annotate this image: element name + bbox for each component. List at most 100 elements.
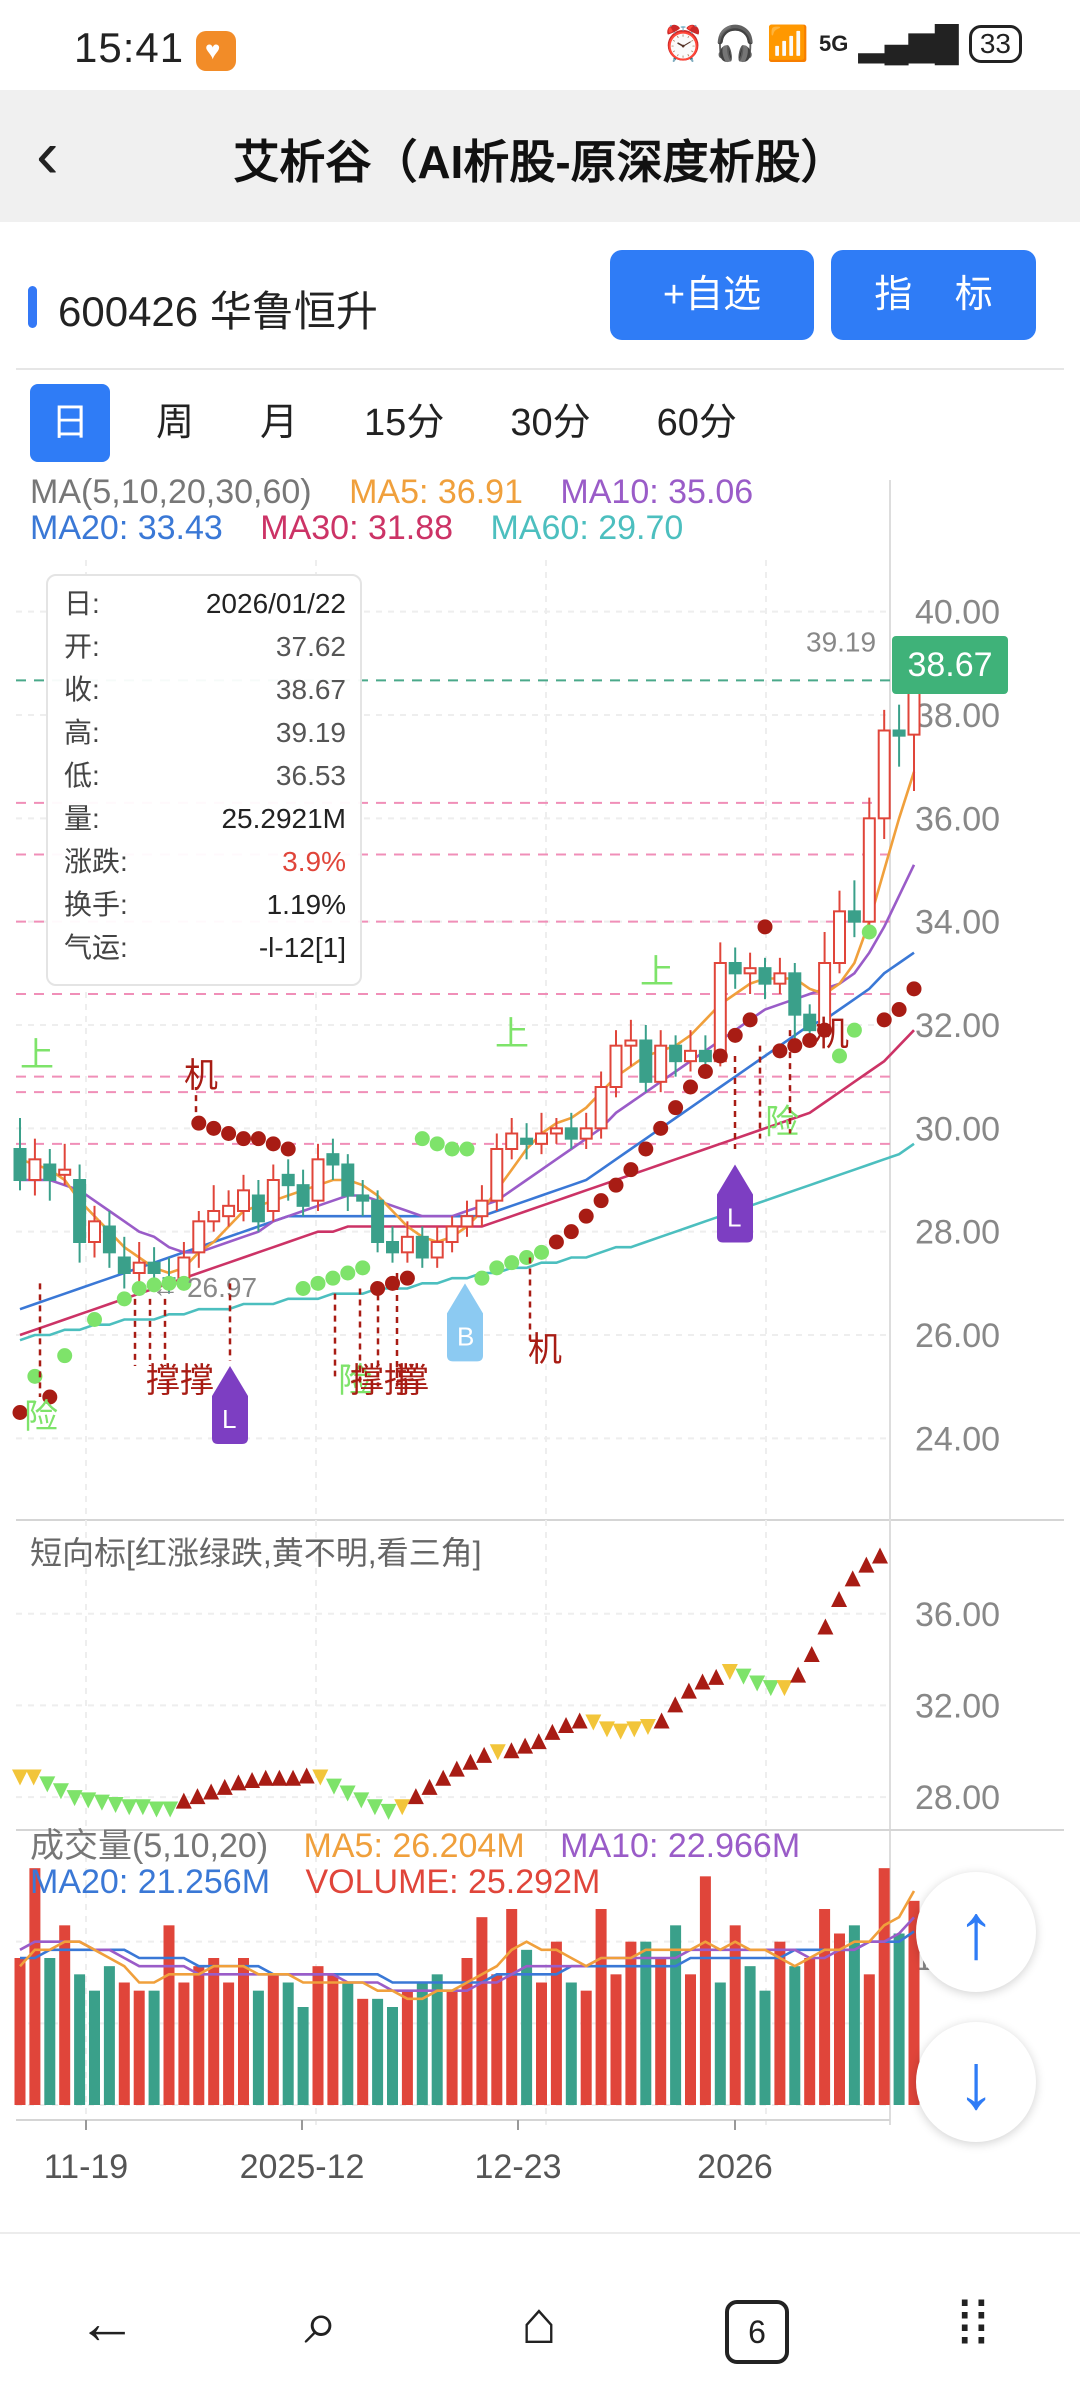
indicator-triangle	[216, 1778, 233, 1795]
signal-label: 上	[495, 1016, 529, 1054]
stock-name: 600426 华鲁恒升	[58, 288, 378, 335]
sar-dot-green	[325, 1270, 341, 1286]
indicator-triangle	[790, 1666, 807, 1683]
indicator-title: 短向标[红涨绿跌,黄不明,看三角]	[30, 1535, 482, 1571]
sar-dot-red	[712, 1048, 728, 1064]
candle	[847, 910, 861, 923]
candle	[564, 1127, 578, 1140]
volume-bar	[148, 1990, 160, 2105]
sar-dot-red	[399, 1270, 415, 1286]
signal-label: 撑撑	[146, 1362, 214, 1400]
indicator-triangle	[162, 1801, 179, 1818]
tab-30min[interactable]: 30分	[510, 402, 591, 444]
volume-bar	[878, 1868, 890, 2105]
alarm-icon: ⏰	[661, 25, 705, 63]
sar-dot-red	[608, 1177, 624, 1193]
candle	[475, 1199, 489, 1218]
candle	[803, 1013, 817, 1032]
nav-tabs-button[interactable]: 6	[712, 2278, 802, 2368]
sar-dot-green	[176, 1275, 192, 1291]
sar-dot-green	[87, 1312, 102, 1327]
status-time: 15:41	[74, 24, 185, 71]
indicator-triangle	[12, 1769, 28, 1786]
sar-dot-green	[340, 1265, 356, 1281]
back-button[interactable]: ‹	[36, 116, 59, 192]
sar-dot-red	[757, 919, 773, 935]
candle	[520, 1137, 534, 1145]
sar-dot-red	[206, 1120, 222, 1136]
volume-bar	[476, 1917, 488, 2105]
volume-bar	[685, 1974, 696, 2105]
info-row: 开: 37.62	[64, 627, 346, 667]
candle-info-box: 日: 2026/01/22 开: 37.62 收: 38.67 高: 39.19 低: 3…	[46, 574, 362, 986]
volume-bar	[133, 1990, 145, 2105]
sar-dot-red	[906, 981, 922, 997]
info-key: 涨跌:	[64, 846, 128, 877]
volume-bar	[908, 1900, 920, 2105]
indicator-triangle	[325, 1778, 342, 1795]
stock-header: 600426 华鲁恒升 +自选 指 标	[0, 250, 1080, 370]
info-value: 3.9%	[282, 846, 346, 877]
indicator-triangle	[366, 1799, 383, 1816]
kline-chart[interactable]: 40.00 38.00 36.00 34.00 32.00 30.00 28.00 26.00…	[0, 470, 1080, 2190]
indicator-button[interactable]: 指 标	[831, 250, 1036, 340]
nav-menu-button[interactable]: ⁞⁞	[956, 2289, 990, 2356]
indicator-triangle	[612, 1723, 629, 1740]
sar-dot-red	[668, 1100, 684, 1116]
info-value: 37.62	[275, 631, 346, 662]
indicator-triangle	[39, 1776, 56, 1793]
network-type: 5G	[819, 31, 849, 56]
ma20-value: MA20: 33.43	[30, 509, 223, 547]
signal-label: 险	[24, 1398, 58, 1436]
indicator-triangle	[134, 1799, 151, 1816]
indicator-triangle	[489, 1744, 506, 1761]
scroll-up-button[interactable]: ↑	[916, 1872, 1036, 1992]
sar-dot-green	[489, 1260, 505, 1276]
add-watchlist-button[interactable]: +自选	[610, 250, 814, 340]
signal-marker-label: B	[457, 1321, 474, 1351]
candle	[192, 1220, 206, 1254]
info-key: 量:	[64, 803, 100, 834]
candle	[758, 967, 772, 985]
status-icons: ⏰ 🎧 📶 5G ▂▄▆█ 33	[662, 24, 1022, 64]
candle	[460, 1215, 474, 1228]
tab-week[interactable]: 周	[156, 402, 195, 444]
sar-dot-red	[727, 1027, 743, 1043]
nav-search-button[interactable]: ⌕	[304, 2289, 338, 2356]
info-value: 25.2921M	[221, 803, 346, 834]
info-key: 收:	[64, 674, 100, 705]
y-axis-tick: 34.00	[915, 904, 1000, 942]
candle	[266, 1179, 280, 1212]
volume-ma10: MA10: 22.966M	[560, 1827, 801, 1865]
tab-month[interactable]: 月	[260, 402, 299, 444]
ma-legend-row-1: MA(5,10,20,30,60) MA5: 36.91 MA10: 35.06	[30, 474, 781, 510]
indicator-triangle	[107, 1796, 124, 1813]
high-price-label: 39.19	[806, 627, 876, 658]
sar-dot-green	[27, 1368, 43, 1384]
indicator-triangle	[571, 1712, 588, 1729]
signal-label: 上	[640, 954, 674, 992]
volume-bar	[699, 1876, 711, 2105]
sar-dot-red	[742, 1012, 758, 1028]
volume-bar	[416, 1982, 428, 2105]
nav-home-button[interactable]: ⌂	[520, 2289, 558, 2356]
sar-dot-green	[310, 1275, 326, 1291]
volume-ma5-line	[19, 1890, 916, 2001]
volume-bar	[893, 1933, 905, 2105]
indicator-triangle	[858, 1556, 875, 1573]
info-value: -l-12[1]	[258, 932, 346, 963]
info-key: 高:	[64, 717, 100, 748]
sar-dot-green	[459, 1141, 475, 1157]
tab-day[interactable]: 日	[30, 384, 111, 462]
signal-label: 机	[528, 1331, 562, 1369]
sar-dot-red	[250, 1131, 266, 1147]
ma60-value: MA60: 29.70	[490, 509, 684, 547]
volume-bar	[461, 1958, 473, 2105]
ma-label: MA(5,10,20,30,60)	[30, 473, 312, 511]
volume-bar	[580, 1990, 592, 2105]
indicator-triangle	[353, 1792, 370, 1809]
nav-back-button[interactable]: ←	[77, 2289, 137, 2356]
tab-60min[interactable]: 60分	[656, 402, 737, 444]
tab-15min[interactable]: 15分	[364, 402, 445, 444]
scroll-down-button[interactable]: ↓	[916, 2022, 1036, 2142]
